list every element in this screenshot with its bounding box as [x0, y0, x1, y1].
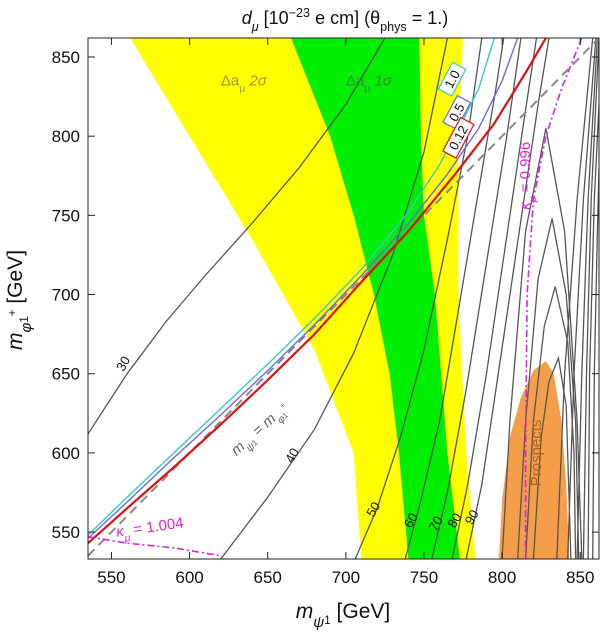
plot-frame: [87, 37, 600, 560]
y-axis-title: mφ1+ [GeV]: [4, 250, 35, 350]
plot-title: dμ [10−23 e cm] (θphys = 1.): [242, 6, 448, 34]
kappa-line-1: [88, 536, 221, 557]
prospects-label: Prospects: [528, 420, 545, 487]
y-tick-label: 550: [52, 523, 80, 542]
contour-line-9: [524, 286, 577, 559]
contour-label-50: 50: [363, 499, 383, 519]
contour-line-3: [404, 38, 505, 559]
y-tick-label: 750: [52, 206, 80, 225]
limit-curve-0.12: [88, 38, 547, 545]
x-tick-label: 700: [332, 568, 360, 587]
x-tick-label: 550: [97, 568, 125, 587]
svg-text:1.0: 1.0: [441, 68, 463, 91]
contour-line-4: [431, 38, 522, 559]
contour-label-90: 90: [462, 507, 482, 527]
x-tick-label: 600: [175, 568, 203, 587]
kappa-line-0: [524, 38, 583, 559]
contour-line-6: [465, 38, 550, 559]
x-tick-label: 850: [566, 568, 594, 587]
contour-line-0: [88, 38, 386, 435]
contour-label-40: 40: [282, 445, 302, 465]
band-label-1sigma: Δaμ 1σ: [346, 73, 393, 95]
limit-label-0.12: 0.12: [442, 116, 475, 159]
contour-line-5: [451, 38, 538, 559]
kappa-label-0: κμ = 0.996: [517, 142, 539, 210]
contour-line-11: [556, 38, 594, 559]
limit-label-1.0: 1.0: [437, 61, 467, 97]
x-tick-label: 650: [254, 568, 282, 587]
y-tick-label: 800: [52, 127, 80, 146]
y-tick-label: 850: [52, 48, 80, 67]
contour-line-14: [582, 38, 599, 559]
mass-equality-diagonal: [88, 38, 599, 557]
contour-line-10: [532, 355, 572, 559]
contour-line-15: [587, 104, 599, 559]
contour-line-7: [501, 128, 583, 559]
contour-label-80: 80: [444, 510, 464, 530]
contour-label-60: 60: [401, 510, 421, 530]
contour-line-13: [576, 38, 599, 559]
limit-curve-0.5: [88, 38, 519, 539]
contour-line-1: [220, 38, 449, 559]
contour-label-30: 30: [113, 354, 133, 374]
contour-label-70: 70: [426, 513, 446, 533]
prospects-region: [499, 361, 570, 559]
x-tick-label: 800: [488, 568, 516, 587]
x-tick-label: 750: [410, 568, 438, 587]
y-tick-label: 600: [52, 444, 80, 463]
y-tick-label: 700: [52, 286, 80, 305]
band-label-2sigma: Δaμ 2σ: [221, 73, 268, 95]
contour-line-12: [567, 38, 597, 559]
y-tick-label: 650: [52, 365, 80, 384]
contour-line-16: [592, 167, 599, 559]
limit-curve-1.0: [88, 38, 495, 536]
x-axis-title: mψ1 [GeV]: [296, 600, 390, 631]
